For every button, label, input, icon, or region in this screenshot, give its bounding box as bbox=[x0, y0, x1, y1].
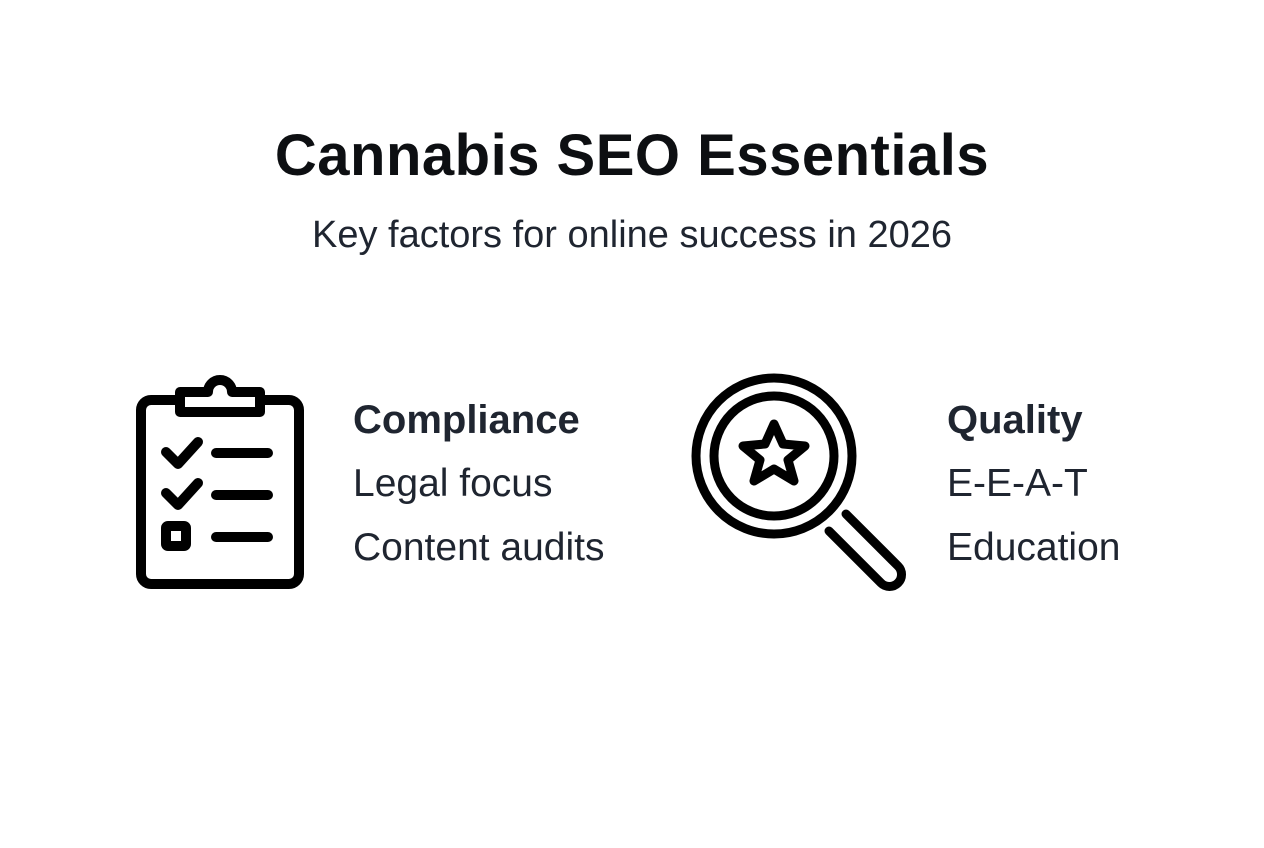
quality-heading: Quality bbox=[947, 398, 1083, 442]
page-subtitle: Key factors for online success in 2026 bbox=[311, 214, 952, 256]
compliance-line: Content audits bbox=[353, 526, 605, 569]
page-title: Cannabis SEO Essentials bbox=[274, 123, 990, 188]
clipboard-checklist-icon bbox=[136, 375, 304, 589]
quality-block: Quality E-E-A-T Education bbox=[947, 388, 1120, 580]
compliance-heading: Compliance bbox=[353, 398, 580, 442]
magnifier-star-icon bbox=[691, 373, 906, 591]
compliance-block: Compliance Legal focus Content audits bbox=[353, 388, 605, 580]
compliance-line: Legal focus bbox=[353, 462, 553, 505]
quality-line: Education bbox=[947, 526, 1121, 569]
quality-line: E-E-A-T bbox=[947, 462, 1088, 505]
